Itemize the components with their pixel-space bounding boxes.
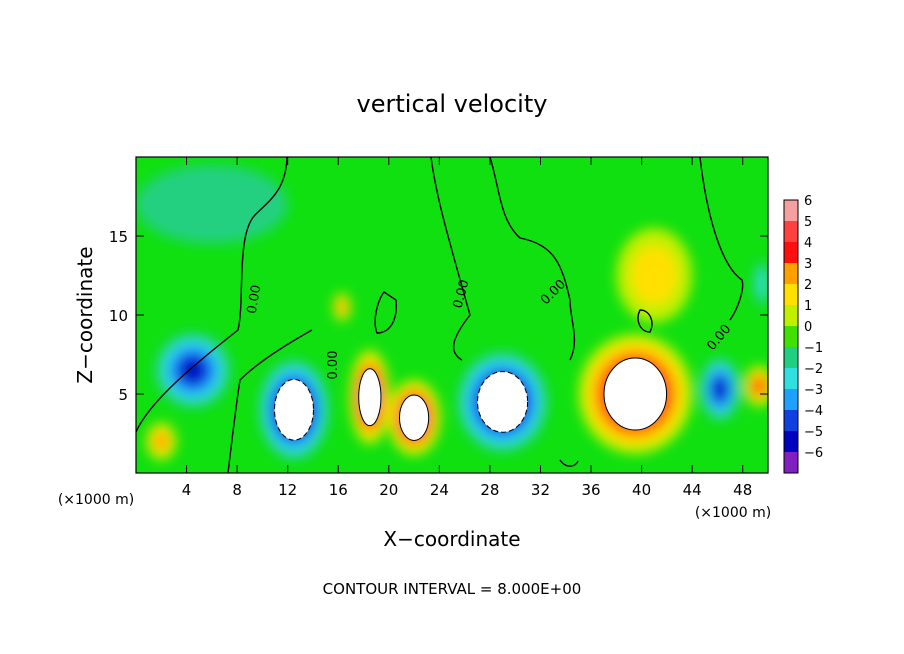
zero-contours (136, 157, 744, 473)
field-core-2 (274, 378, 314, 441)
x-tick-label-24: 24 (430, 481, 449, 499)
field-feature-1-level-3 (154, 432, 169, 450)
x-tick-label-40: 40 (632, 481, 651, 499)
field-feature-10-level-2 (630, 246, 678, 305)
colorbar-swatch-5 (784, 305, 798, 327)
field-core-4 (398, 394, 430, 441)
colorbar-label-11: −5 (804, 425, 823, 440)
x-tick-label-12: 12 (278, 481, 297, 499)
x-unit-left: (×1000 m) (58, 492, 134, 508)
chart-title: vertical velocity (357, 90, 548, 118)
x-tick-label-48: 48 (733, 481, 752, 499)
y-axis-ticks: 5 10 15 (109, 228, 768, 404)
colorbar-label-8: −2 (804, 362, 823, 377)
contour-label-2: 0.00 (451, 278, 473, 310)
colorbar-label-12: −6 (804, 446, 823, 461)
x-axis-ticks: 4 8 12 16 20 24 28 32 36 40 44 48 (182, 157, 752, 499)
x-axis-label: X−coordinate (383, 527, 520, 551)
colorbar-label-7: −1 (804, 341, 823, 356)
velocity-cores (274, 357, 668, 441)
field-feature-9-level-3 (338, 300, 346, 314)
field-feature-0-level-5 (182, 359, 204, 382)
field-feature-12-level-1 (136, 164, 288, 244)
colorbar-swatch-12 (784, 452, 798, 474)
colorbar-swatch-3 (784, 263, 798, 285)
colorbar-label-4: 2 (804, 278, 812, 293)
colorbar-swatch-1 (784, 221, 798, 243)
colorbar-label-0: 6 (804, 194, 812, 209)
field-core-3 (358, 368, 382, 427)
colorbar-label-9: −3 (804, 383, 823, 398)
colorbar-swatch-10 (784, 410, 798, 432)
field-feature-11-level-2 (757, 268, 767, 298)
x-tick-label-16: 16 (329, 481, 348, 499)
x-tick-label-36: 36 (581, 481, 600, 499)
colorbar-swatch-2 (784, 242, 798, 264)
x-tick-label-8: 8 (232, 481, 242, 499)
colorbar-label-5: 1 (804, 299, 812, 314)
colorbar-swatch-7 (784, 347, 798, 369)
colorbar-label-2: 4 (804, 236, 812, 251)
field-core-5 (477, 371, 529, 433)
x-tick-label-44: 44 (683, 481, 702, 499)
colorbar: 6 5 4 3 2 1 0 −1 −2 −3 −4 −5 −6 (783, 194, 823, 474)
y-axis-label: Z−coordinate (73, 246, 97, 383)
y-tick-label-10: 10 (109, 307, 128, 325)
y-tick-label-5: 5 (118, 386, 128, 404)
colorbar-swatch-9 (784, 389, 798, 411)
x-tick-label-20: 20 (379, 481, 398, 499)
field-feature-7-level-5 (714, 380, 726, 399)
colorbar-swatch-11 (784, 431, 798, 453)
x-tick-label-32: 32 (531, 481, 550, 499)
colorbar-frame (783, 199, 799, 474)
contour-label-1: 0.00 (326, 351, 341, 380)
colorbar-label-10: −4 (804, 404, 823, 419)
plot-area: 0.000.000.00 0.000.00 4 8 12 16 20 24 28 32 36 40 4… (109, 156, 769, 499)
colorbar-swatch-6 (784, 326, 798, 348)
colorbar-swatch-4 (784, 284, 798, 306)
x-tick-label-28: 28 (480, 481, 499, 499)
colorbar-swatch-0 (784, 200, 798, 222)
x-tick-label-4: 4 (182, 481, 192, 499)
field-feature-8-level-4 (753, 378, 765, 394)
contour-interval-footer: CONTOUR INTERVAL = 8.000E+00 (323, 580, 582, 598)
colorbar-label-6: 0 (804, 320, 812, 335)
contour-label-0: 0.00 (245, 284, 265, 315)
colorbar-label-3: 3 (804, 257, 812, 272)
colorbar-swatch-8 (784, 368, 798, 390)
x-unit-right: (×1000 m) (695, 505, 771, 521)
colorbar-label-1: 5 (804, 215, 812, 230)
field-core-6 (603, 357, 668, 431)
y-tick-label-15: 15 (109, 228, 128, 246)
